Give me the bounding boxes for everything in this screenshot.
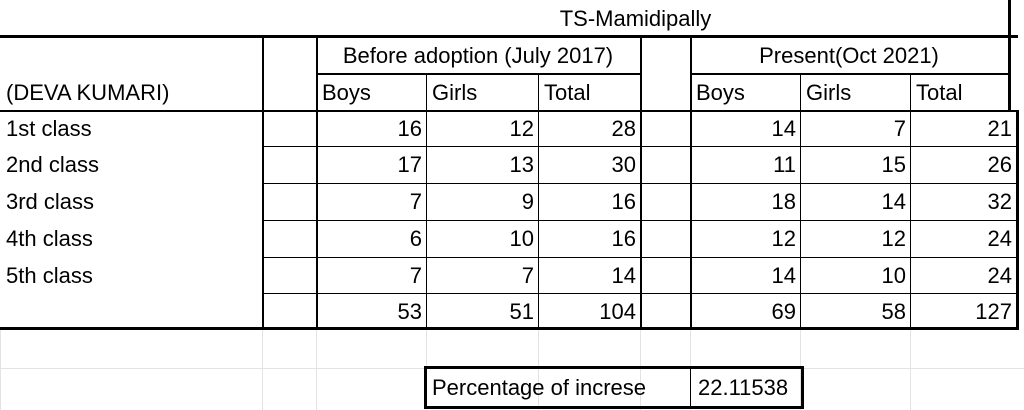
present-value-cell[interactable]: 21 <box>987 115 1012 141</box>
gridline <box>316 330 317 410</box>
before-value-cell[interactable]: 7 <box>521 262 534 288</box>
increase-value[interactable]: 22.11538 <box>698 375 789 400</box>
before-value-cell[interactable]: 9 <box>521 188 534 214</box>
before-col-header[interactable]: Girls <box>432 80 478 105</box>
present-col-header[interactable]: Boys <box>696 80 745 105</box>
present-value-cell[interactable]: 7 <box>893 115 906 141</box>
teacher-name-label[interactable]: (DEVA KUMARI) <box>6 80 170 105</box>
row-label[interactable]: 3rd class <box>6 188 95 214</box>
border-horizontal <box>424 406 804 409</box>
present-value-cell[interactable]: 14 <box>771 262 796 288</box>
before-value-cell[interactable]: 10 <box>509 225 534 251</box>
border-vertical <box>910 74 911 330</box>
present-value-cell[interactable]: 18 <box>771 188 796 214</box>
present-value-cell[interactable]: 12 <box>771 225 796 251</box>
present-value-cell[interactable]: 24 <box>987 225 1012 251</box>
before-value-cell[interactable]: 12 <box>509 115 534 141</box>
before-value-cell[interactable]: 28 <box>611 115 636 141</box>
border-vertical <box>640 35 642 329</box>
present-total-cell[interactable]: 69 <box>771 298 796 324</box>
border-horizontal <box>690 73 1008 75</box>
school-title[interactable]: TS-Mamidipally <box>559 5 712 31</box>
present-col-header[interactable]: Total <box>916 80 963 105</box>
border-vertical <box>1016 110 1019 330</box>
before-value-cell[interactable]: 16 <box>397 115 422 141</box>
present-header[interactable]: Present(Oct 2021) <box>759 43 939 68</box>
border-vertical <box>424 366 427 409</box>
gridline <box>0 330 1 410</box>
border-vertical <box>690 35 692 329</box>
row-label[interactable]: 4th class <box>6 225 93 251</box>
gridline <box>262 330 263 410</box>
border-vertical <box>1008 0 1011 110</box>
present-value-cell[interactable]: 10 <box>881 262 906 288</box>
present-value-cell[interactable]: 11 <box>773 151 796 177</box>
border-horizontal <box>0 110 1018 112</box>
border-horizontal <box>0 327 1018 330</box>
row-label[interactable]: 1st class <box>6 115 92 141</box>
border-vertical <box>262 35 264 329</box>
border-vertical <box>690 369 691 407</box>
before-adoption-header[interactable]: Before adoption (July 2017) <box>342 43 614 68</box>
border-vertical <box>316 35 318 329</box>
before-value-cell[interactable]: 13 <box>509 151 534 177</box>
before-value-cell[interactable]: 17 <box>397 151 422 177</box>
border-vertical <box>426 74 427 330</box>
before-total-cell[interactable]: 51 <box>509 298 534 324</box>
gridline <box>538 330 539 410</box>
border-vertical <box>801 366 804 409</box>
present-value-cell[interactable]: 24 <box>987 262 1012 288</box>
border-horizontal <box>316 73 640 75</box>
border-vertical <box>800 74 801 330</box>
border-horizontal <box>0 35 1018 38</box>
row-label[interactable]: 5th class <box>6 262 93 288</box>
present-value-cell[interactable]: 14 <box>881 188 906 214</box>
before-col-header[interactable]: Total <box>544 80 591 105</box>
present-col-header[interactable]: Girls <box>806 80 852 105</box>
before-value-cell[interactable]: 14 <box>611 262 636 288</box>
before-value-cell[interactable]: 7 <box>409 262 422 288</box>
border-vertical <box>538 74 539 330</box>
present-value-cell[interactable]: 32 <box>987 188 1012 214</box>
before-value-cell[interactable]: 6 <box>409 225 422 251</box>
present-value-cell[interactable]: 14 <box>771 115 796 141</box>
before-total-cell[interactable]: 104 <box>599 298 636 324</box>
increase-label[interactable]: Percentage of increse <box>432 375 647 400</box>
present-total-cell[interactable]: 58 <box>881 298 906 324</box>
before-value-cell[interactable]: 30 <box>611 151 636 177</box>
present-value-cell[interactable]: 15 <box>881 151 906 177</box>
before-value-cell[interactable]: 16 <box>611 188 636 214</box>
gridline <box>800 330 801 410</box>
present-total-cell[interactable]: 127 <box>975 298 1012 324</box>
before-value-cell[interactable]: 7 <box>409 188 422 214</box>
gridline <box>910 330 911 410</box>
border-horizontal <box>424 366 804 369</box>
present-value-cell[interactable]: 26 <box>987 151 1012 177</box>
before-value-cell[interactable]: 16 <box>611 225 636 251</box>
row-label[interactable]: 2nd class <box>6 151 99 177</box>
present-value-cell[interactable]: 12 <box>881 225 906 251</box>
before-col-header[interactable]: Boys <box>322 80 371 105</box>
gridline <box>640 330 641 410</box>
before-total-cell[interactable]: 53 <box>397 298 422 324</box>
